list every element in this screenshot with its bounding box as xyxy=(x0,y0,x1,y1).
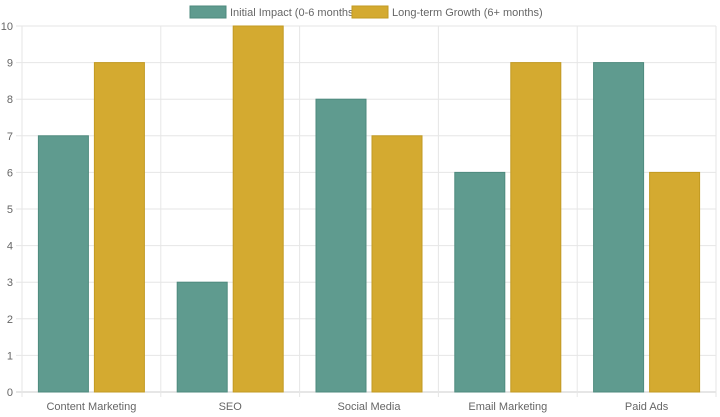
x-axis-ticks: Content Marketing SEO Social Media Email Ma… xyxy=(46,401,668,413)
bar-long-term-growth-3[interactable] xyxy=(510,62,562,393)
y-tick-label: 7 xyxy=(7,131,13,143)
y-tick-label: 5 xyxy=(7,204,13,216)
y-axis-ticks: 0 1 2 3 4 5 6 7 8 9 10 xyxy=(1,21,13,399)
bar-long-term-growth-4[interactable] xyxy=(649,171,701,393)
legend-label-long-term-growth[interactable]: Long-term Growth (6+ months) xyxy=(392,7,543,19)
y-tick-label: 10 xyxy=(1,21,13,33)
bar-initial-impact-2[interactable] xyxy=(315,98,367,393)
x-tick-label: Paid Ads xyxy=(625,401,669,413)
y-tick-label: 2 xyxy=(7,314,13,326)
legend-label-initial-impact[interactable]: Initial Impact (0-6 months) xyxy=(230,7,357,19)
y-tick-label: 1 xyxy=(7,350,13,362)
x-tick-label: SEO xyxy=(219,401,243,413)
x-tick-label: Email Marketing xyxy=(468,401,547,413)
y-tick-label: 0 xyxy=(7,387,13,399)
y-tick-label: 6 xyxy=(7,167,13,179)
bar-initial-impact-1[interactable] xyxy=(176,281,228,393)
bar-long-term-growth-0[interactable] xyxy=(93,62,145,393)
y-tick-label: 9 xyxy=(7,58,13,70)
x-tick-label: Content Marketing xyxy=(46,401,136,413)
y-tick-label: 4 xyxy=(7,241,13,253)
bar-initial-impact-0[interactable] xyxy=(37,135,89,393)
y-tick-label: 8 xyxy=(7,94,13,106)
bar-initial-impact-3[interactable] xyxy=(454,171,506,393)
bar-initial-impact-4[interactable] xyxy=(593,62,645,393)
x-tick-label: Social Media xyxy=(338,401,402,413)
chart-legend: Initial Impact (0-6 months) Long-term Gr… xyxy=(189,5,543,19)
bar-long-term-growth-2[interactable] xyxy=(371,135,423,393)
y-tick-label: 3 xyxy=(7,277,13,289)
bar-long-term-growth-1[interactable] xyxy=(232,25,284,393)
legend-swatch-initial-impact[interactable] xyxy=(189,5,227,19)
chart-bars xyxy=(37,25,701,393)
legend-swatch-long-term-growth[interactable] xyxy=(351,5,389,19)
